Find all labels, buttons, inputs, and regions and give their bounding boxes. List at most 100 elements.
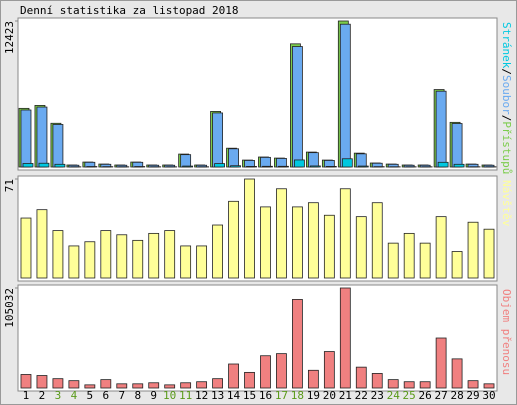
bar (244, 371, 255, 389)
x-tick-label: 26 (419, 389, 432, 402)
bar (292, 206, 303, 279)
x-tick-label: 27 (434, 389, 447, 402)
legend: Stránek/Soubor/Přístupů (500, 22, 513, 174)
legend-entry: Návštěv (500, 180, 513, 227)
bar (435, 216, 447, 279)
bar (467, 221, 479, 279)
bar (214, 163, 225, 168)
x-tick-label: 7 (118, 389, 125, 402)
bar (228, 148, 239, 168)
bar (387, 242, 399, 279)
bar (164, 230, 176, 279)
x-tick-label: 10 (163, 389, 176, 402)
y-max-label: 105032 (3, 288, 16, 328)
bar (212, 224, 223, 279)
bar (180, 154, 192, 168)
x-tick-label: 9 (150, 389, 157, 402)
x-tick-label: 15 (243, 389, 256, 402)
bar (228, 200, 239, 279)
bar (419, 242, 431, 279)
bar (260, 206, 271, 279)
bar (451, 358, 463, 389)
legend: Objem přenosu (500, 289, 513, 375)
bar (20, 109, 32, 168)
bar (355, 216, 367, 279)
bar (52, 378, 64, 389)
bar (244, 178, 255, 279)
bar (309, 165, 321, 168)
x-tick-label: 20 (323, 389, 336, 402)
bar (435, 337, 447, 389)
bar (52, 230, 64, 279)
bar (212, 112, 223, 168)
bar (36, 209, 48, 279)
bar (451, 123, 463, 168)
bar (228, 363, 239, 389)
bar (180, 382, 192, 389)
bar (307, 369, 319, 389)
bar (20, 217, 32, 279)
bar (292, 299, 303, 389)
bar (116, 234, 128, 279)
legend-entry: Stránek (500, 22, 513, 69)
x-tick-label: 23 (371, 389, 384, 402)
bar (230, 165, 241, 168)
legend-entry: Soubor (500, 75, 513, 115)
bar (307, 152, 319, 168)
panel (17, 284, 498, 392)
chart-title: Denní statistika za listopad 2018 (20, 4, 239, 17)
x-tick-label: 24 (387, 389, 401, 402)
x-tick-label: 4 (71, 389, 78, 402)
bar (132, 239, 144, 279)
bar (262, 165, 273, 168)
x-tick-label: 6 (103, 389, 110, 402)
bar (276, 188, 287, 279)
bar (323, 351, 335, 389)
bar (357, 165, 369, 168)
panel (17, 175, 498, 282)
x-tick-label: 30 (482, 389, 495, 402)
bar (339, 287, 351, 389)
bar (355, 153, 367, 168)
panel (17, 17, 498, 171)
x-tick-label: 29 (466, 389, 479, 402)
x-tick-label: 18 (291, 389, 304, 402)
bar (387, 379, 399, 389)
x-tick-label: 13 (211, 389, 224, 402)
x-tick-label: 25 (403, 389, 416, 402)
bar (100, 379, 112, 389)
bar (355, 366, 367, 389)
bar (68, 245, 80, 279)
bar (341, 158, 353, 168)
x-tick-label: 1 (23, 389, 30, 402)
bar (36, 106, 48, 168)
bar (246, 166, 257, 168)
x-tick-label: 3 (55, 389, 62, 402)
bar (148, 232, 160, 279)
bar (196, 381, 208, 389)
x-tick-label: 14 (227, 389, 241, 402)
bar (323, 214, 335, 279)
bar (36, 375, 48, 389)
legend: Návštěv (500, 180, 513, 227)
x-tick-label: 2 (39, 389, 46, 402)
bar (116, 383, 128, 389)
bar (260, 355, 271, 389)
y-max-label: 71 (3, 179, 16, 192)
bar (339, 23, 351, 168)
bar (276, 158, 287, 168)
x-tick-label: 28 (450, 389, 463, 402)
x-tick-label: 11 (179, 389, 192, 402)
bar (100, 230, 112, 279)
legend-entry: Přístupů (500, 121, 513, 174)
bar (164, 384, 176, 389)
bar (148, 382, 160, 389)
bar (132, 383, 144, 389)
bar (22, 163, 34, 168)
bar (371, 202, 383, 279)
bar (292, 46, 303, 168)
bar (196, 245, 208, 279)
bar (260, 156, 271, 168)
bar (212, 378, 223, 389)
bar (437, 161, 449, 168)
